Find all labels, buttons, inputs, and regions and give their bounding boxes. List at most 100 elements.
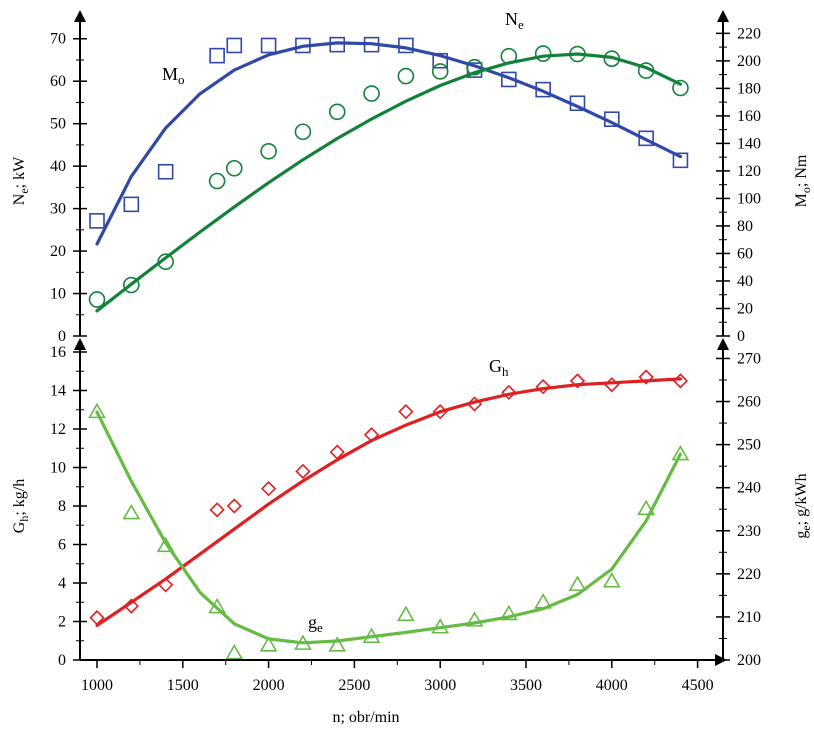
left-tick-label: 0 (58, 328, 66, 345)
series-label-sub: h (502, 364, 509, 379)
left-axis-title-sub: e (17, 188, 31, 193)
x-tick-label: 4000 (596, 677, 628, 694)
x-axis-arrow (715, 654, 727, 666)
data-point-square (226, 37, 243, 54)
right-axis-title: ge; g/kWh (793, 473, 813, 538)
right-tick-label: 230 (737, 523, 761, 540)
left-tick-label: 30 (50, 201, 66, 218)
data-point-triangle (534, 593, 553, 609)
data-point-square (89, 213, 105, 229)
data-point-square (501, 71, 517, 88)
data-point-circle (225, 159, 243, 177)
right-tick-label: 180 (737, 80, 761, 97)
data-point-square (603, 111, 620, 127)
left-tick-label: 4 (58, 575, 66, 592)
data-point-square (209, 47, 225, 64)
left-tick-label: 10 (50, 286, 66, 303)
series-label-main: G (489, 356, 502, 376)
right-axis-title: Mo; Nm (793, 154, 813, 207)
right-axis-title-rest: ; Nm (793, 154, 810, 187)
left-tick-label: 6 (58, 537, 66, 554)
data-point-circle (208, 172, 226, 190)
x-tick-label: 2000 (253, 677, 285, 694)
data-point-square (672, 152, 689, 169)
data-point-square (295, 37, 311, 54)
left-axis-title-rest: ; kW (11, 156, 28, 188)
left-tick-label: 0 (58, 652, 66, 669)
data-point-circle (672, 79, 689, 97)
data-point-triangle (465, 611, 484, 627)
fit-curve (95, 41, 682, 246)
data-point-triangle (122, 504, 141, 520)
right-axis-title-sub: e (799, 525, 813, 530)
left-axis-title-main: N (11, 193, 28, 205)
fit-curve (95, 377, 682, 627)
data-point-square (398, 37, 414, 54)
data-point-circle (569, 45, 586, 63)
data-point-square (363, 36, 380, 53)
x-tick-label: 1500 (167, 677, 199, 694)
left-axis-title-sub: h (17, 516, 31, 522)
data-point-circle (157, 253, 174, 270)
panel-bottom: 0 2 4 6 8 10 12 14 16 200 210 220 230 240 250 260 270 Gh g… (50, 338, 761, 726)
left-tick-label: 2 (58, 614, 66, 631)
series-label-sub: e (317, 620, 323, 635)
left-tick-label: 16 (50, 344, 66, 361)
data-point-diamond (260, 481, 277, 497)
data-point-diamond (432, 404, 448, 420)
left-axis-title-rest: ; kg/h (11, 479, 28, 516)
data-point-circle (260, 142, 277, 160)
data-point-diamond (363, 427, 380, 443)
right-tick-label: 40 (737, 273, 753, 290)
series-label-sub: o (178, 72, 185, 87)
data-point-square (123, 196, 140, 213)
data-point-diamond (501, 384, 517, 401)
x-axis: 1000 1500 2000 2500 3000 3500 4000 4500 n; obr/m… (80, 654, 727, 726)
data-point-circle (294, 123, 312, 141)
left-tick-label: 14 (50, 383, 66, 400)
left-tick-label: 8 (58, 498, 66, 515)
data-point-diamond (209, 502, 225, 518)
x-tick-label: 1000 (81, 677, 113, 694)
series-Ne: Ne (88, 9, 689, 313)
right-tick-label: 60 (737, 245, 753, 262)
data-point-square (535, 81, 551, 98)
left-axis-arrow (74, 338, 86, 350)
data-point-square (157, 163, 174, 180)
data-point-diamond (672, 373, 689, 389)
right-tick-label: 270 (737, 350, 761, 367)
data-point-square (432, 52, 449, 69)
data-point-circle (431, 63, 449, 80)
right-tick-label: 220 (737, 566, 761, 583)
right-axis-title-main: g (793, 531, 810, 539)
data-point-circle (123, 276, 140, 294)
data-point-triangle (637, 499, 656, 516)
data-point-circle (397, 67, 415, 85)
left-axis-title-main: G (11, 521, 28, 533)
data-point-circle (500, 47, 518, 65)
data-point-diamond (158, 577, 174, 593)
x-tick-label: 3500 (510, 677, 542, 694)
right-tick-label: 140 (737, 135, 761, 152)
data-point-diamond (329, 444, 345, 460)
right-axis-title-rest: ; g/kWh (793, 473, 810, 525)
fit-curve (95, 410, 682, 645)
left-tick-label: 20 (50, 243, 66, 260)
data-point-triangle (225, 644, 244, 660)
data-point-square (329, 36, 346, 53)
data-point-triangle (328, 636, 347, 652)
data-point-triangle (499, 604, 518, 621)
data-point-diamond (638, 369, 654, 385)
series-label-main: M (162, 64, 178, 84)
left-tick-label: 12 (50, 421, 66, 438)
data-point-triangle (294, 634, 312, 650)
right-tick-label: 200 (737, 652, 761, 669)
series-label: Mo (162, 64, 185, 87)
right-tick-label: 160 (737, 108, 761, 125)
data-point-triangle (259, 636, 278, 652)
right-tick-label: 200 (737, 53, 761, 70)
data-point-diamond (123, 598, 139, 614)
left-tick-label: 60 (50, 73, 66, 90)
data-point-triangle (431, 618, 450, 634)
